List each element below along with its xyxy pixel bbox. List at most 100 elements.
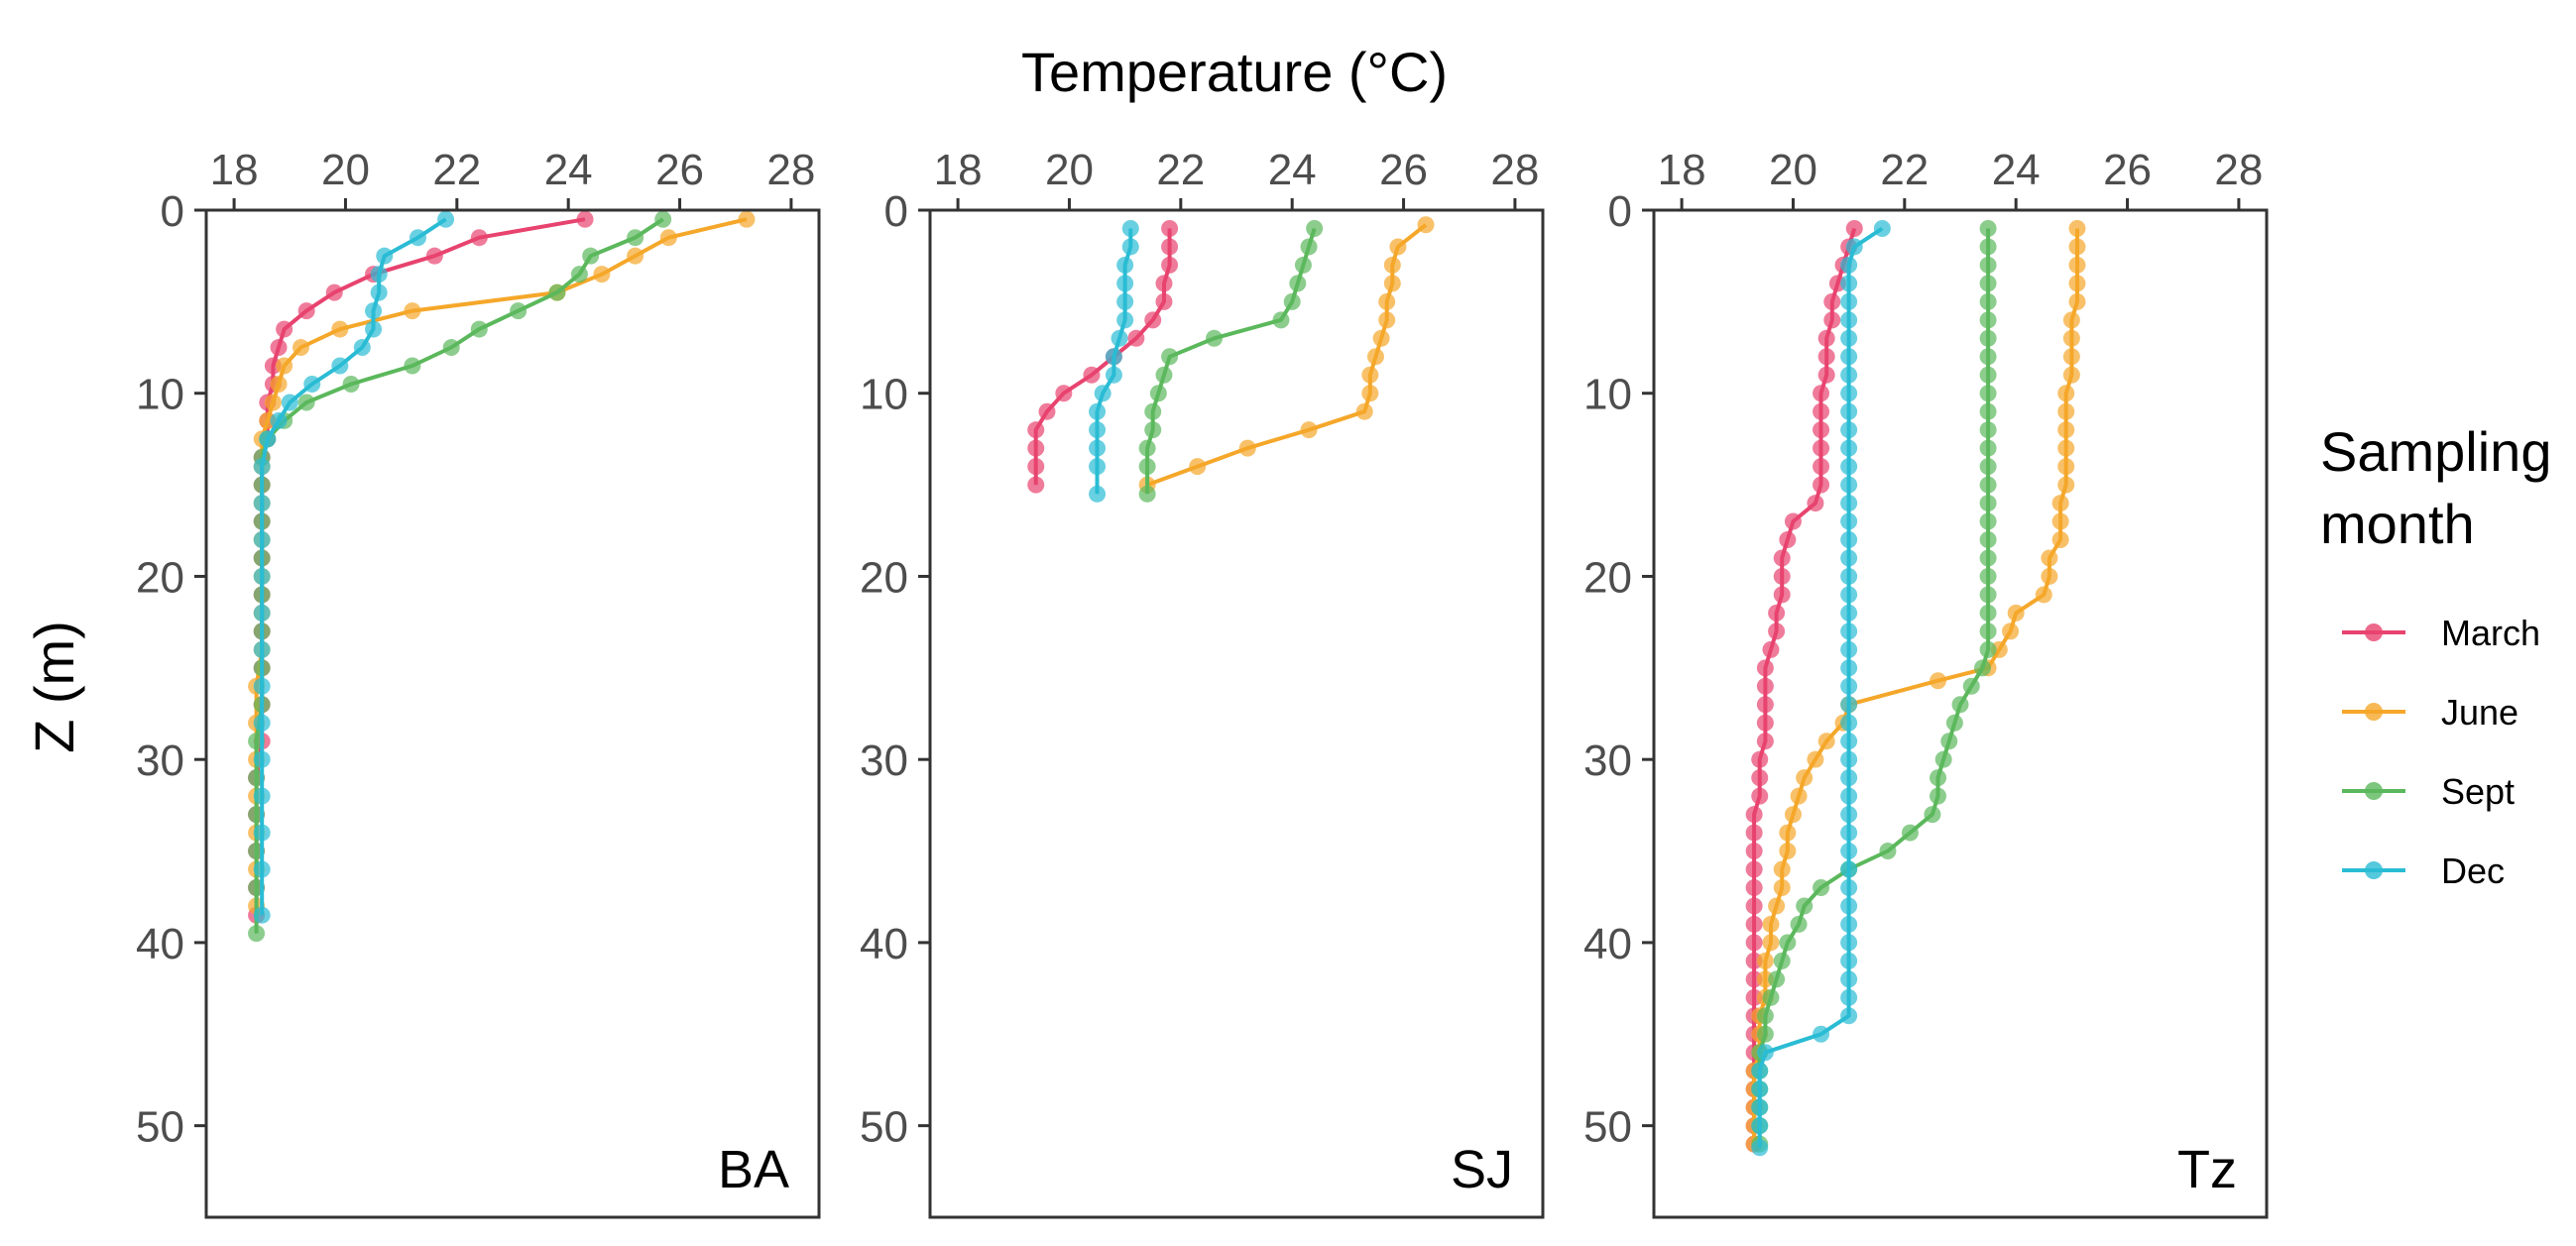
- x-tick-label: 28: [2214, 146, 2263, 194]
- data-point: [1383, 275, 1401, 292]
- data-point: [1979, 512, 1997, 530]
- data-point: [1094, 385, 1112, 402]
- data-point: [2068, 292, 2086, 310]
- panel-label: BA: [718, 1140, 789, 1199]
- data-point: [1979, 348, 1997, 366]
- x-tick-label: 24: [544, 146, 593, 194]
- data-point: [1840, 1007, 1858, 1025]
- data-point: [1751, 1098, 1769, 1116]
- data-point: [1378, 311, 1396, 329]
- data-point: [1027, 421, 1045, 439]
- data-point: [1121, 238, 1139, 256]
- data-point: [1840, 714, 1858, 732]
- data-point: [1796, 769, 1814, 787]
- data-point: [259, 430, 277, 448]
- data-point: [1089, 421, 1107, 439]
- data-point: [1751, 1062, 1769, 1079]
- data-point: [1840, 439, 1858, 457]
- data-point: [404, 357, 421, 375]
- data-point: [253, 787, 271, 805]
- data-point: [1361, 385, 1379, 402]
- legend-label: Dec: [2441, 850, 2505, 891]
- series-sept-ba: [248, 210, 672, 943]
- data-point: [1840, 806, 1858, 824]
- series-line: [1757, 228, 1991, 1145]
- data-point: [1973, 659, 1991, 677]
- data-point: [1879, 843, 1897, 860]
- data-point: [1813, 458, 1830, 476]
- data-point: [1840, 897, 1858, 915]
- data-point: [253, 860, 271, 878]
- y-tick-label: 50: [860, 1103, 908, 1152]
- legend-point: [2365, 861, 2383, 879]
- data-point: [1027, 439, 1045, 457]
- data-point: [2068, 219, 2086, 237]
- data-point: [1745, 843, 1763, 860]
- data-point: [1840, 787, 1858, 805]
- data-point: [1840, 275, 1858, 292]
- data-point: [1105, 366, 1122, 384]
- data-point: [576, 210, 594, 228]
- data-point: [253, 604, 271, 622]
- data-point: [1372, 329, 1390, 347]
- data-point: [1206, 329, 1224, 347]
- data-point: [738, 210, 756, 228]
- data-point: [1840, 292, 1858, 310]
- data-point: [470, 320, 488, 338]
- data-point: [325, 283, 343, 301]
- data-point: [1807, 750, 1824, 768]
- y-axis-title: Z (m): [23, 621, 85, 753]
- data-point: [1979, 604, 1997, 622]
- series-march-ba: [248, 210, 594, 924]
- data-point: [1979, 311, 1997, 329]
- data-point: [1773, 878, 1791, 896]
- data-point: [1745, 897, 1763, 915]
- data-point: [1979, 549, 1997, 567]
- data-point: [1840, 311, 1858, 329]
- data-point: [1116, 311, 1134, 329]
- data-point: [1055, 385, 1073, 402]
- data-point: [1189, 458, 1207, 476]
- data-point: [1289, 275, 1307, 292]
- data-point: [1813, 1025, 1830, 1043]
- data-point: [1756, 659, 1774, 677]
- data-point: [1751, 1117, 1769, 1135]
- data-point: [1930, 787, 1947, 805]
- data-point: [1745, 806, 1763, 824]
- data-point: [1840, 531, 1858, 549]
- data-point: [1840, 988, 1858, 1006]
- data-point: [1840, 586, 1858, 604]
- y-tick-label: 40: [1583, 920, 1632, 968]
- data-point: [1930, 769, 1947, 787]
- data-point: [365, 320, 383, 338]
- data-point: [1840, 640, 1858, 658]
- data-point: [1756, 677, 1774, 695]
- data-point: [1389, 238, 1407, 256]
- data-point: [1840, 970, 1858, 988]
- data-point: [1817, 329, 1835, 347]
- data-point: [1979, 256, 1997, 274]
- y-tick-label: 0: [1608, 187, 1632, 236]
- data-point: [2002, 623, 2020, 640]
- data-point: [1930, 672, 1947, 690]
- data-point: [297, 394, 315, 411]
- data-point: [1840, 623, 1858, 640]
- data-point: [2068, 275, 2086, 292]
- data-point: [1089, 485, 1107, 503]
- series-line: [1146, 223, 1428, 487]
- data-point: [1840, 952, 1858, 969]
- data-point: [1756, 952, 1774, 969]
- data-point: [1796, 897, 1814, 915]
- data-point: [1144, 402, 1162, 420]
- series-line: [1757, 226, 1884, 1148]
- data-point: [303, 375, 321, 393]
- data-point: [270, 411, 288, 429]
- data-point: [293, 339, 310, 357]
- data-point: [1784, 806, 1802, 824]
- data-point: [1366, 348, 1384, 366]
- y-tick-label: 0: [884, 187, 908, 236]
- data-point: [1773, 567, 1791, 585]
- legend-label: March: [2441, 613, 2540, 653]
- data-point: [1762, 915, 1780, 933]
- data-point: [1027, 476, 1045, 494]
